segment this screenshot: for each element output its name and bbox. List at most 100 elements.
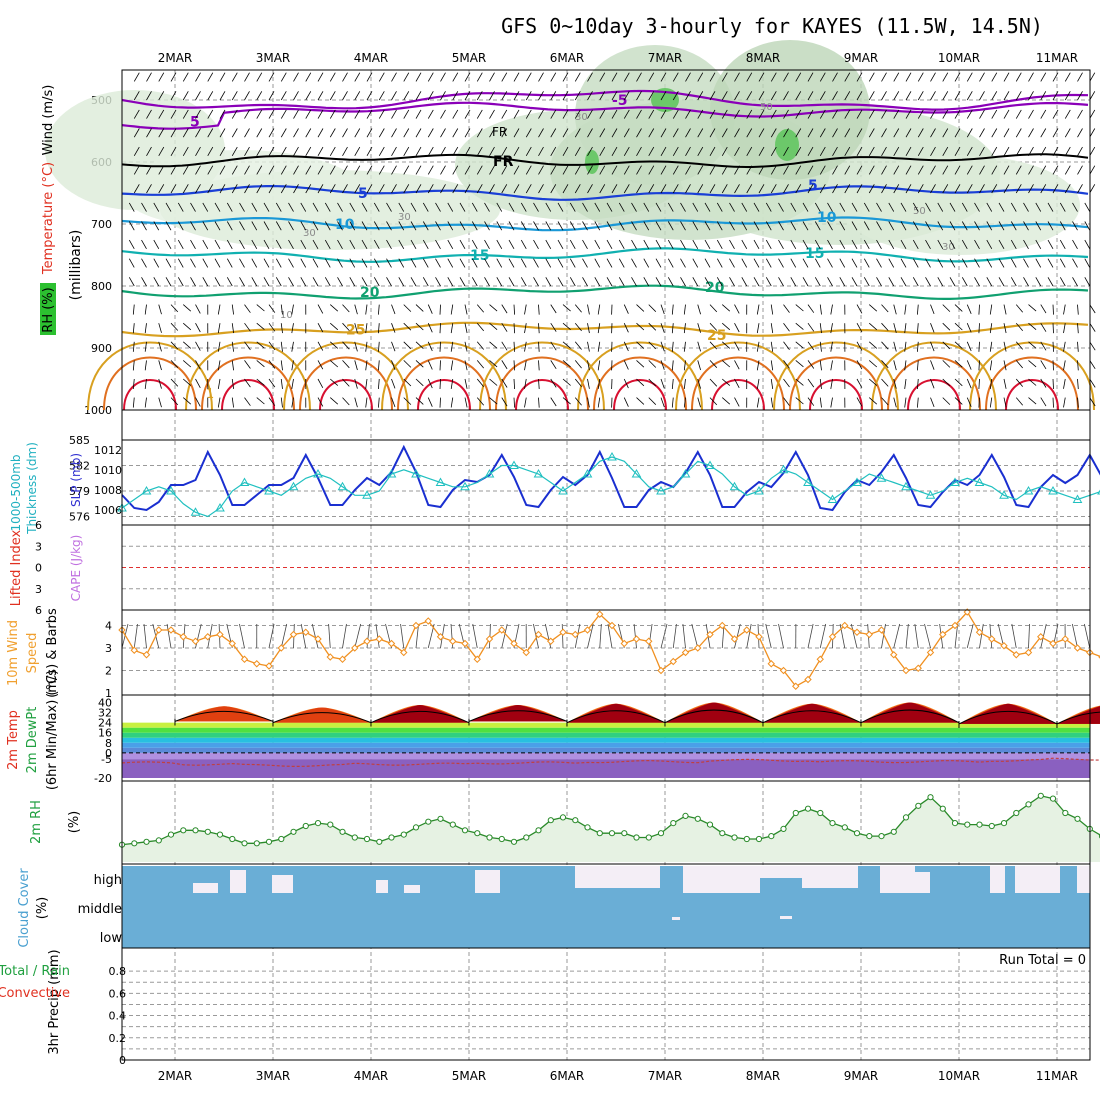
temp-min-mark-2: I — [370, 719, 373, 730]
rh2-point — [854, 831, 859, 836]
temp-min-mark-3: I — [468, 717, 471, 728]
rh2-point — [205, 829, 210, 834]
wind-tick-4: 4 — [105, 620, 112, 633]
precip-tick: 0.4 — [109, 1010, 127, 1023]
rh2-point — [671, 821, 676, 826]
cloud-gap-8 — [760, 866, 802, 878]
ytick-900: 900 — [91, 342, 112, 355]
rh-contour-label-3: 50 — [760, 102, 773, 113]
rh2-point — [891, 829, 896, 834]
rh-contour-label-2: 30 — [303, 228, 316, 239]
label-wind10-a: 10m Wind — [6, 620, 21, 686]
rh2-point — [524, 835, 529, 840]
rh2-point — [646, 835, 651, 840]
rh2-point — [181, 828, 186, 833]
rh2-point — [744, 836, 749, 841]
rh2-point — [303, 823, 308, 828]
rh2-point — [438, 816, 443, 821]
ytick-800: 800 — [91, 280, 112, 293]
date-top-4MAR: 4MAR — [354, 51, 389, 65]
cloud-gap-10 — [880, 866, 915, 893]
rh2-point — [683, 813, 688, 818]
date-top-5MAR: 5MAR — [452, 51, 487, 65]
temp-min-mark-8: I — [958, 720, 961, 731]
rh2-point — [499, 836, 504, 841]
run-total: Run Total = 0 — [999, 953, 1086, 968]
cloud-gap-11 — [915, 872, 930, 893]
slp-tick-1012: 1012 — [94, 444, 122, 457]
label-cloud-a: Cloud Cover — [17, 868, 32, 948]
rh-contour-label-5: 30 — [942, 242, 955, 253]
precip-tick: 0.6 — [109, 987, 127, 1000]
cloud-gap-5 — [475, 870, 500, 893]
rh2-point — [1014, 810, 1019, 815]
cloud-gap-12 — [990, 866, 1005, 893]
wind-tick-2: 2 — [105, 665, 112, 678]
rh2-point — [842, 825, 847, 830]
wind-barb — [1053, 379, 1054, 389]
temp-min-mark-6: I — [762, 719, 765, 730]
thickness-tick-576: 576 — [69, 511, 90, 524]
rh2-point — [658, 831, 663, 836]
date-bottom-6MAR: 6MAR — [550, 1069, 585, 1083]
label-upper-wind: Wind (m/s) — [41, 85, 56, 156]
rh2-point — [156, 838, 161, 843]
rh2-point — [217, 832, 222, 837]
cloud-gap-2 — [272, 875, 293, 893]
rh2-point — [805, 806, 810, 811]
rh2-point — [867, 834, 872, 839]
wind-barb — [440, 342, 441, 352]
temp-tick--5: -5 — [101, 753, 112, 766]
temp-min-mark-1: I — [272, 719, 275, 730]
rh2-point — [1050, 796, 1055, 801]
temp-contour-label--5: 5 — [190, 115, 200, 131]
rh2-point — [903, 815, 908, 820]
rh2-point — [230, 836, 235, 841]
temp-min-mark-5: I — [664, 719, 667, 730]
date-bottom-11MAR: 11MAR — [1036, 1069, 1078, 1083]
label-lifted-index: Lifted Index — [9, 529, 24, 606]
cloud-gap-9 — [802, 866, 858, 888]
temp-band-1 — [122, 753, 1090, 759]
freezing-label: FR — [492, 125, 507, 139]
rh2-point — [916, 803, 921, 808]
rh2-point — [585, 825, 590, 830]
date-bottom-5MAR: 5MAR — [452, 1069, 487, 1083]
date-top-3MAR: 3MAR — [256, 51, 291, 65]
rh2-point — [793, 810, 798, 815]
temp-label-10b: 10 — [817, 210, 837, 226]
temp-band-2 — [122, 748, 1090, 753]
label-rh2-b: (%) — [67, 811, 82, 834]
temp-band-7 — [122, 723, 1090, 728]
date-bottom-3MAR: 3MAR — [256, 1069, 291, 1083]
rh2-point — [377, 839, 382, 844]
li-tick-1: 3 — [35, 540, 42, 553]
cloud-gap-13 — [1015, 866, 1060, 893]
rh2-point — [511, 839, 516, 844]
temp-band-0 — [122, 759, 1090, 778]
temp-min-mark-7: I — [860, 719, 863, 730]
temp-band-5 — [122, 733, 1090, 738]
temp-band-3 — [122, 743, 1090, 748]
cloud-row-cloud_high: high — [94, 873, 122, 888]
chart-title: GFS 0~10day 3-hourly for KAYES (11.5W, 1… — [501, 14, 1043, 38]
rh2-point — [1063, 810, 1068, 815]
precip-tick: 0.2 — [109, 1032, 127, 1045]
rh2-point — [144, 839, 149, 844]
rh2-point — [597, 831, 602, 836]
rh2-point — [364, 836, 369, 841]
rh-shade-5 — [840, 155, 1080, 255]
rh2-point — [475, 831, 480, 836]
rh2-point — [769, 834, 774, 839]
rh2-point — [756, 836, 761, 841]
rh-contour-label-4: 50 — [913, 206, 926, 217]
date-bottom-8MAR: 8MAR — [746, 1069, 781, 1083]
date-top-8MAR: 8MAR — [746, 51, 781, 65]
rh2-point — [352, 835, 357, 840]
rh2-point — [315, 821, 320, 826]
date-top-6MAR: 6MAR — [550, 51, 585, 65]
wind-barb — [440, 360, 441, 370]
temp-contour-label-0: FR — [493, 154, 514, 170]
wind-barb — [1053, 398, 1054, 408]
